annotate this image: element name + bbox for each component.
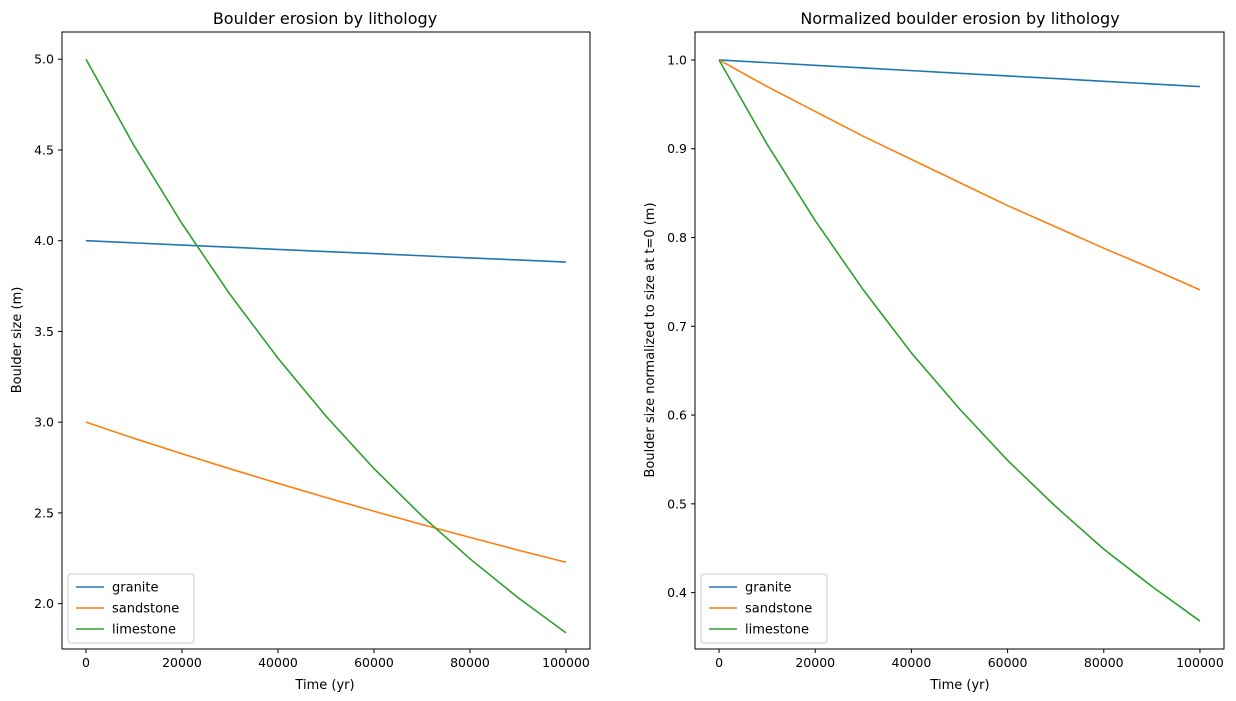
x-tick-label: 20000 (795, 655, 835, 670)
legend-label-limestone: limestone (112, 623, 176, 638)
x-tick-label: 40000 (892, 655, 932, 670)
legend-label-limestone: limestone (745, 623, 809, 638)
series-line-granite (719, 59, 1200, 88)
x-tick-label: 0 (715, 655, 723, 670)
y-tick-label: 2.0 (34, 596, 54, 611)
x-tick-label: 20000 (162, 655, 202, 670)
series-line-sandstone (718, 59, 1201, 291)
y-tick-label: 1.0 (667, 52, 687, 67)
legend-label-granite: granite (112, 581, 159, 596)
x-tick-label: 0 (82, 655, 90, 670)
x-tick-label: 40000 (258, 655, 298, 670)
y-tick-label: 0.7 (667, 319, 687, 334)
legend-label-sandstone: sandstone (745, 602, 812, 617)
y-tick-label: 0.4 (667, 585, 687, 600)
series-line-limestone (85, 58, 567, 634)
legend-label-granite: granite (745, 581, 792, 596)
y-tick-label: 4.5 (34, 142, 54, 157)
y-tick-label: 3.5 (34, 324, 54, 339)
series-line-limestone (718, 59, 1201, 622)
chart-title: Boulder erosion by lithology (213, 9, 437, 28)
x-tick-label: 80000 (450, 655, 490, 670)
plot-frame (61, 31, 591, 650)
y-tick-label: 2.5 (34, 505, 54, 520)
chart-normalized-boulder-erosion: Normalized boulder erosion by lithology … (643, 9, 1225, 693)
x-tick-label: 100000 (1176, 655, 1224, 670)
y-axis-label: Boulder size normalized to size at t=0 (… (643, 202, 658, 477)
legend-label-sandstone: sandstone (112, 602, 179, 617)
legend-box (700, 573, 828, 644)
y-tick-label: 0.8 (667, 230, 687, 245)
x-axis-label: Time (yr) (929, 678, 989, 693)
y-tick-label: 3.0 (34, 415, 54, 430)
x-tick-label: 80000 (1084, 655, 1124, 670)
x-tick-label: 100000 (542, 655, 590, 670)
x-tick-label: 60000 (988, 655, 1028, 670)
y-tick-label: 0.6 (667, 408, 687, 423)
y-axis-label: Boulder size (m) (10, 287, 25, 394)
legend-box (67, 573, 195, 644)
chart-title: Normalized boulder erosion by lithology (800, 9, 1119, 28)
x-tick-label: 60000 (354, 655, 394, 670)
series-line-granite (85, 239, 567, 263)
y-tick-label: 4.0 (34, 233, 54, 248)
chart-boulder-erosion: Boulder erosion by lithology Time (yr) B… (10, 9, 591, 693)
y-tick-label: 0.9 (667, 141, 687, 156)
y-tick-label: 5.0 (34, 52, 54, 67)
y-tick-label: 0.5 (667, 496, 687, 511)
x-axis-label: Time (yr) (294, 678, 354, 693)
series-line-sandstone (85, 421, 567, 564)
plot-frame (694, 31, 1225, 650)
